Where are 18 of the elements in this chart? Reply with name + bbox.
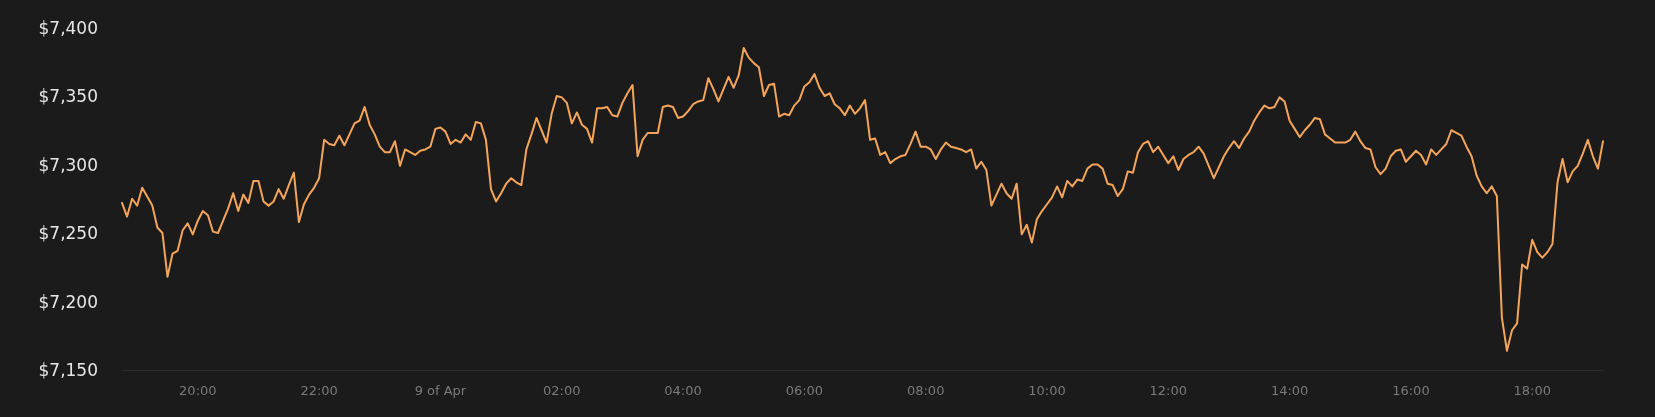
x-tick-label: 20:00 [179,383,217,398]
x-tick-label: 22:00 [300,383,338,398]
x-tick-label: 18:00 [1513,383,1551,398]
y-tick-label: $7,200 [38,291,98,312]
x-tick-label: 08:00 [906,383,945,398]
y-tick-label: $7,150 [38,360,98,380]
x-tick-label: 16:00 [1392,383,1430,398]
y-tick-label: $7,250 [38,223,98,243]
x-tick-label: 04:00 [664,383,702,398]
x-tick-label: 14:00 [1270,383,1309,398]
x-tick-label: 12:00 [1149,383,1188,398]
y-tick-label: $7,350 [38,86,98,106]
y-tick-label: $7,300 [38,154,98,175]
x-tick-label: 06:00 [785,383,824,398]
x-tick-label: 10:00 [1028,383,1066,398]
x-tick-label: 02:00 [543,383,581,398]
x-tick-label: 9 of Apr [414,383,467,398]
y-tick-label: $7,400 [38,17,98,38]
